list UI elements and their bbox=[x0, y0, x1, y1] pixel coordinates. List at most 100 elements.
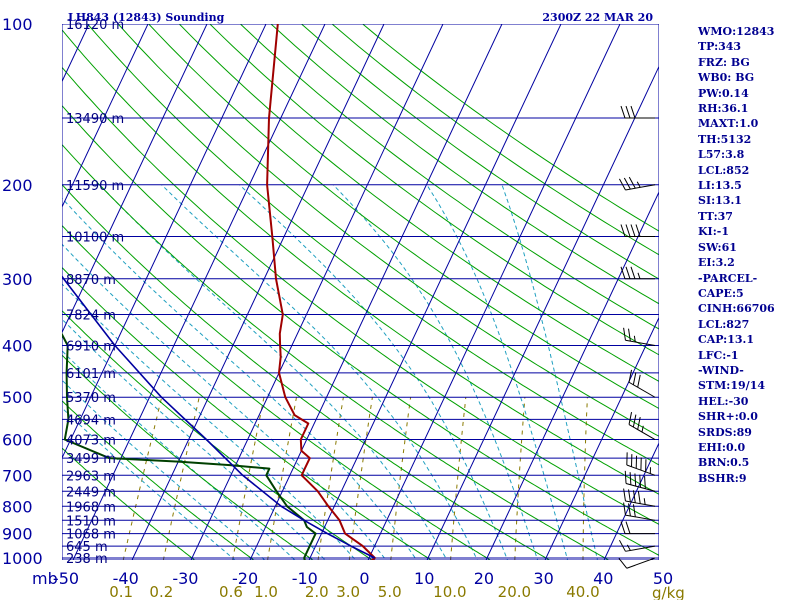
wind-barb-half-flag bbox=[626, 544, 631, 551]
mixing-ratio-label: 2.0 bbox=[305, 583, 329, 600]
mixing-ratio-label: 0.1 bbox=[109, 583, 133, 600]
dry-adiabat-line bbox=[62, 224, 492, 560]
mixing-ratio-line bbox=[122, 397, 163, 560]
wind-barb-flag bbox=[625, 105, 631, 119]
isotherm-line bbox=[0, 12, 36, 569]
mixing-ratio-line bbox=[450, 397, 467, 560]
height-level-label: 6910 m bbox=[66, 340, 116, 355]
dry-adiabat-line bbox=[270, 24, 659, 305]
isotherm-line bbox=[544, 316, 659, 560]
wind-barb-flag bbox=[624, 470, 627, 484]
index-entry: TT:37 bbox=[698, 209, 733, 223]
wind-barb-flag bbox=[632, 504, 636, 517]
temperature-tick-label: -40 bbox=[113, 569, 139, 588]
dry-adiabat-line bbox=[300, 24, 659, 280]
moist-adiabat-line bbox=[62, 318, 326, 560]
mixing-ratio-label: 0.6 bbox=[219, 583, 243, 600]
wind-barb-flag bbox=[634, 473, 637, 487]
temperature-tick-label: -20 bbox=[232, 569, 258, 588]
wind-barb-flag bbox=[629, 472, 632, 485]
index-entry: TH:5132 bbox=[698, 132, 752, 146]
wind-barb-flag bbox=[618, 178, 626, 191]
index-entry: WMO:12843 bbox=[698, 25, 775, 38]
wind-barb-flag bbox=[623, 177, 631, 190]
index-entry: CAP:13.1 bbox=[698, 333, 755, 347]
height-level-label: 3499 m bbox=[66, 452, 116, 467]
moist-adiabat-line bbox=[62, 283, 357, 560]
chart-title: LH843 (12843) Sounding bbox=[68, 11, 225, 24]
moist-adiabat-line bbox=[62, 379, 266, 560]
wind-barb-half-flag bbox=[643, 498, 646, 505]
wind-barb-staff bbox=[625, 483, 656, 492]
height-level-label: 1068 m bbox=[66, 528, 116, 543]
pressure-tick-label: 100 bbox=[2, 15, 33, 34]
index-entry: EHI:0.0 bbox=[698, 440, 746, 454]
index-entry: HEL:-30 bbox=[698, 394, 749, 408]
height-level-label: 238 m bbox=[66, 552, 108, 567]
height-level-label: 6101 m bbox=[66, 367, 116, 382]
index-entry: LI:13.5 bbox=[698, 179, 742, 193]
index-entry: FRZ: BG bbox=[698, 55, 750, 69]
wind-barb bbox=[618, 176, 656, 191]
mixing-ratio-line bbox=[390, 397, 412, 560]
index-entry: EI:3.2 bbox=[698, 256, 735, 270]
wind-barb-flag bbox=[632, 372, 637, 385]
wind-barb-flag bbox=[620, 224, 626, 237]
wind-barb-flag bbox=[632, 414, 637, 428]
wind-barb-flag bbox=[625, 266, 631, 279]
wind-barb-flag bbox=[637, 491, 641, 504]
height-level-label: 7824 m bbox=[66, 309, 116, 324]
index-entry: TP:343 bbox=[698, 40, 742, 54]
isotherm-line bbox=[426, 65, 659, 560]
sounding-traces bbox=[62, 24, 376, 560]
pressure-tick-label: 500 bbox=[2, 388, 33, 407]
index-entry: RH:36.1 bbox=[698, 102, 749, 116]
pressure-tick-label: 700 bbox=[2, 466, 33, 485]
dry-adiabat-line bbox=[62, 447, 196, 560]
dry-adiabat-line bbox=[209, 24, 659, 356]
dewpoint-line bbox=[62, 332, 317, 560]
mixing-ratio-line bbox=[267, 397, 297, 560]
wind-barb bbox=[620, 224, 655, 237]
wind-barb-half-flag bbox=[633, 335, 636, 343]
index-entry: SI:13.1 bbox=[698, 194, 742, 208]
mixing-ratio-line bbox=[232, 397, 265, 560]
height-level-label: 2449 m bbox=[66, 485, 116, 500]
mixing-ratio-label: 1.0 bbox=[254, 583, 278, 600]
wind-barb bbox=[626, 452, 656, 476]
dry-adiabat-line bbox=[117, 24, 659, 437]
wind-barb bbox=[620, 521, 655, 535]
index-entry: LCL:852 bbox=[698, 163, 750, 177]
mixing-ratio-label: 3.0 bbox=[336, 583, 360, 600]
dry-adiabat-line bbox=[62, 354, 314, 560]
pressure-tick-label: 200 bbox=[2, 176, 33, 195]
index-entry: -PARCEL- bbox=[698, 271, 758, 285]
index-entry: KI:-1 bbox=[698, 225, 729, 239]
height-level-label: 16120 m bbox=[66, 18, 124, 33]
isotherm-line bbox=[72, 24, 326, 560]
mixing-ratio-label: 5.0 bbox=[378, 583, 402, 600]
isotherm-line bbox=[249, 24, 503, 560]
pressure-tick-label: 900 bbox=[2, 525, 33, 544]
wind-barb-flag bbox=[628, 176, 636, 189]
wind-barb-flag bbox=[644, 476, 646, 489]
wind-barb bbox=[623, 502, 656, 521]
pressure-tick-label: 300 bbox=[2, 270, 33, 289]
wind-barb-flag bbox=[623, 502, 626, 516]
temperature-tick-label: 10 bbox=[414, 569, 434, 588]
wind-barb-flag bbox=[637, 417, 641, 430]
dry-adiabat-line bbox=[62, 309, 373, 560]
temperature-tick-label: 50 bbox=[653, 569, 673, 588]
wind-barb-flag bbox=[628, 503, 631, 517]
pressure-tick-label: 600 bbox=[2, 431, 33, 450]
wind-barb bbox=[624, 470, 656, 492]
height-level-label: 11590 m bbox=[66, 179, 124, 194]
dry-adiabat-line bbox=[62, 104, 659, 556]
dry-adiabat-line bbox=[62, 143, 610, 560]
wind-barb-flag bbox=[620, 266, 626, 279]
moist-adiabat-line bbox=[501, 184, 599, 560]
moist-adiabat-line bbox=[62, 243, 387, 560]
wind-barb-flag bbox=[620, 521, 626, 534]
